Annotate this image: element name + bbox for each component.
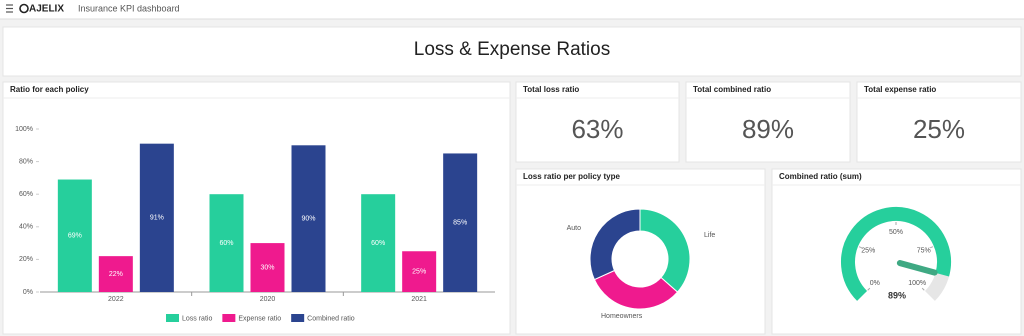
data-label: 60% [219,240,233,247]
data-label: 25% [412,268,426,275]
data-label: 90% [301,215,315,222]
legend-label: Expense ratio [238,315,281,322]
legend-swatch [222,314,236,322]
legend-swatch [291,314,305,322]
page-title: Loss & Expense Ratios [414,39,610,60]
panel-title: Ratio for each policy [10,85,89,94]
gauge-needle [896,260,938,276]
kpi-title: Total expense ratio [864,85,936,94]
bar [139,143,174,292]
kpi-panel [515,81,680,163]
y-tick-label: 20% [19,256,33,263]
slice-label: Homeowners [601,313,643,320]
app-title: Insurance KPI dashboard [78,3,180,13]
y-tick-label: 80% [19,158,33,165]
bar [209,194,244,292]
kpi-value: 89% [742,114,794,144]
gauge-tick-label: 25% [861,247,875,254]
gauge-value: 89% [888,290,906,300]
bar [57,179,92,292]
slice-label: Life [704,232,715,239]
kpi-panel [685,81,851,163]
gauge-tick-label: 100% [908,280,926,287]
donut-slice [589,208,641,281]
bar [443,153,478,292]
menu-icon[interactable] [6,4,13,13]
y-tick-label: 60% [19,191,33,198]
panel-title: Loss ratio per policy type [523,172,620,181]
legend-label: Loss ratio [182,315,212,322]
gauge-tick [921,287,925,291]
kpi-panel [856,81,1022,163]
gauge-tick-label: 75% [917,247,931,254]
bar [98,256,133,292]
x-tick-label: 2020 [260,296,276,303]
data-label: 60% [371,240,385,247]
gauge-panel [771,168,1022,335]
kpi-title: Total loss ratio [523,85,579,94]
gauge-tick [929,246,934,249]
legend-label: Combined ratio [307,315,355,322]
gauge-tick [867,287,871,291]
bar [291,145,326,292]
donut-slice [639,208,691,293]
bar [402,251,437,292]
bar [361,194,396,292]
kpi-value: 63% [571,114,623,144]
gauge-tick [858,246,863,249]
y-tick-label: 100% [15,126,33,133]
top-bar [0,0,1024,19]
gauge-tick-label: 50% [889,229,903,236]
logo: AJELIX [29,4,64,15]
kpi-title: Total combined ratio [693,85,771,94]
data-label: 30% [260,264,274,271]
legend-swatch [166,314,179,322]
title-panel [2,26,1022,77]
gauge-value-arc [841,207,951,301]
x-tick-label: 2021 [411,296,427,303]
y-tick-label: 0% [23,289,33,296]
y-tick-label: 40% [19,224,33,231]
gauge-tick-label: 0% [870,280,880,287]
data-label: 22% [109,271,123,278]
panel-title: Combined ratio (sum) [779,172,862,181]
data-label: 69% [68,233,82,240]
logo-icon [19,3,29,14]
kpi-value: 25% [913,114,965,144]
bar [250,243,285,292]
x-tick-label: 2022 [108,296,124,303]
slice-label: Auto [567,225,582,232]
data-label: 85% [453,220,467,227]
data-label: 91% [150,215,164,222]
